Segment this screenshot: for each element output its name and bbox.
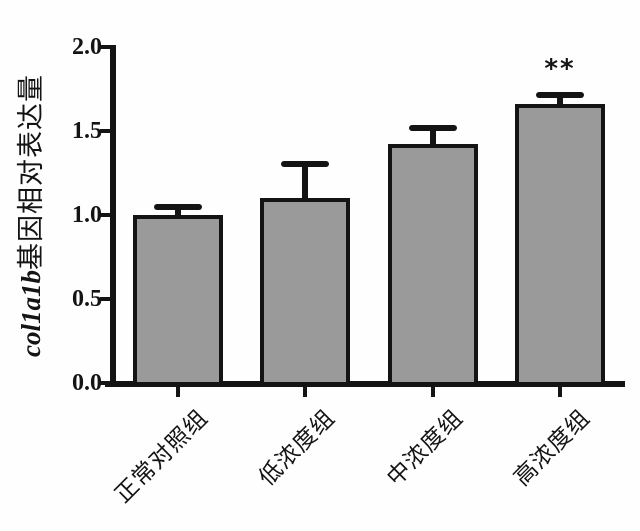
- y-tick: [100, 45, 111, 49]
- bar: [388, 144, 478, 386]
- bar: [133, 215, 223, 386]
- error-bar-stem: [430, 129, 436, 147]
- x-axis-label: 低浓度组: [254, 404, 340, 491]
- error-bar-stem: [175, 208, 181, 217]
- significance-marker: **: [544, 53, 576, 84]
- error-bar-stem: [557, 95, 563, 107]
- y-tick: [100, 213, 111, 217]
- y-axis-line: [110, 45, 116, 383]
- error-bar-cap: [536, 91, 584, 98]
- y-tick-label: 0.5: [72, 286, 102, 312]
- y-axis-title-suffix: 基因相对表达量: [15, 73, 46, 270]
- y-tick-label: 0.0: [72, 370, 102, 396]
- x-tick: [176, 385, 180, 397]
- y-tick: [100, 297, 111, 301]
- x-axis-label: 高浓度组: [509, 404, 595, 491]
- y-tick-label: 1.5: [72, 118, 102, 144]
- error-bar-cap: [154, 204, 202, 211]
- error-bar-cap: [409, 125, 457, 132]
- x-axis-label: 正常对照组: [110, 404, 213, 508]
- x-tick: [303, 385, 307, 397]
- x-axis-label: 中浓度组: [382, 404, 468, 491]
- bar: [260, 198, 350, 386]
- x-axis-line: [105, 381, 625, 387]
- x-tick: [431, 385, 435, 397]
- bar: [515, 104, 605, 386]
- y-tick-label: 2.0: [72, 34, 102, 60]
- error-bar-cap: [281, 160, 329, 167]
- y-tick-label: 1.0: [72, 202, 102, 228]
- x-tick: [558, 385, 562, 397]
- y-tick: [100, 129, 111, 133]
- error-bar-stem: [302, 164, 308, 201]
- y-tick: [100, 381, 111, 385]
